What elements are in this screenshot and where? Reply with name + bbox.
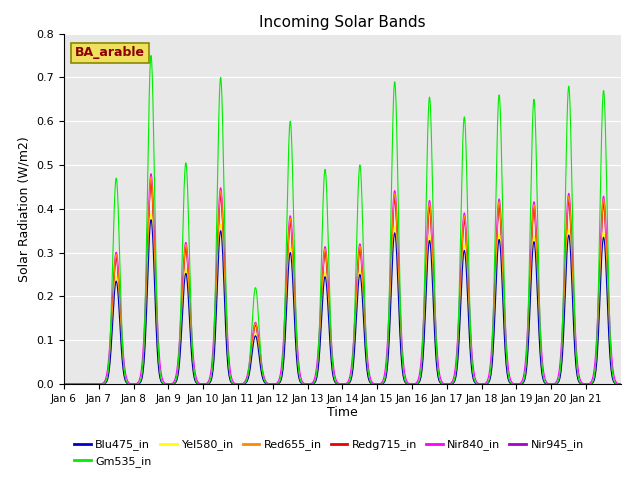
X-axis label: Time: Time [327,407,358,420]
Text: BA_arable: BA_arable [75,47,145,60]
Title: Incoming Solar Bands: Incoming Solar Bands [259,15,426,30]
Y-axis label: Solar Radiation (W/m2): Solar Radiation (W/m2) [18,136,31,282]
Legend: Blu475_in, Gm535_in, Yel580_in, Red655_in, Redg715_in, Nir840_in, Nir945_in: Blu475_in, Gm535_in, Yel580_in, Red655_i… [70,435,588,471]
